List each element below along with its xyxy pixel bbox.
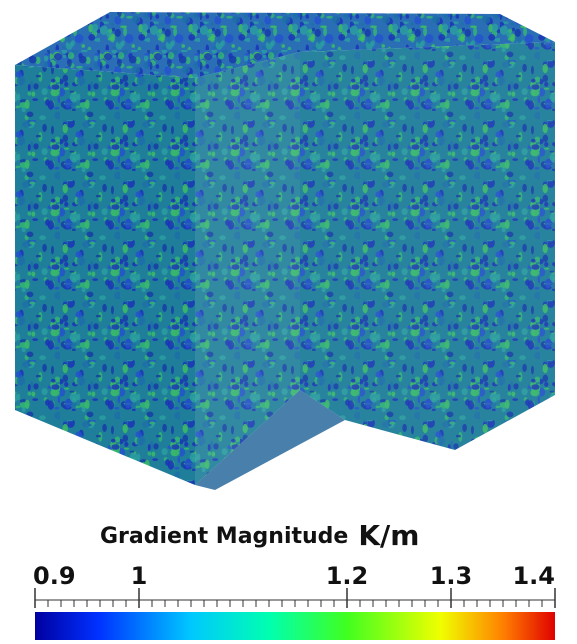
- tick-label: 1.3: [430, 562, 473, 590]
- colorbar-unit: K/m: [358, 519, 419, 552]
- right-face: [300, 42, 555, 450]
- tick-label: 1.4: [512, 562, 555, 590]
- tick-label: 0.9: [33, 562, 76, 590]
- colorbar-title: Gradient Magnitude: [100, 524, 348, 549]
- inner-face: [195, 52, 300, 485]
- top-face: [15, 12, 555, 78]
- colorbar: [35, 612, 555, 640]
- tick-label: 1.2: [326, 562, 369, 590]
- tick-label: 1: [131, 562, 148, 590]
- colorbar-axis: 0.9 1 1.2 1.3 1.4: [33, 562, 556, 608]
- left-face: [15, 65, 195, 485]
- volume-render: [15, 12, 555, 490]
- notch-floor: [195, 390, 345, 490]
